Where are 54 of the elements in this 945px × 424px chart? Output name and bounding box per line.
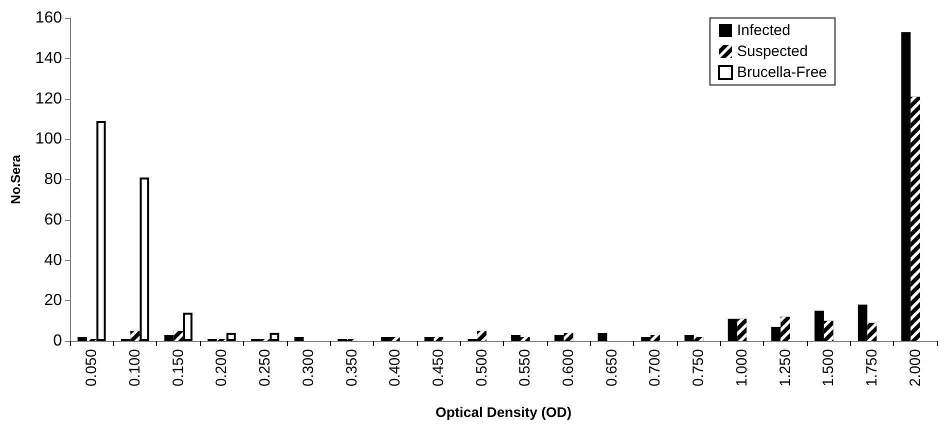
bar — [771, 326, 781, 341]
bar — [511, 334, 520, 341]
bar — [78, 336, 87, 341]
bar — [901, 32, 911, 341]
bar — [684, 334, 694, 341]
x-tick-label: 0.350 — [343, 349, 360, 387]
y-tick-label: 100 — [35, 130, 62, 148]
x-axis-title: Optical Density (OD) — [435, 404, 572, 420]
y-tick-label: 160 — [35, 10, 62, 26]
y-tick-label: 20 — [44, 292, 62, 310]
x-tick-label: 0.150 — [170, 349, 187, 387]
bar — [164, 334, 174, 341]
x-tick-label: 0.300 — [300, 349, 317, 387]
bar — [641, 336, 651, 341]
x-tick-label: 1.750 — [863, 349, 880, 387]
x-tick-label: 0.700 — [646, 349, 664, 387]
bar — [598, 332, 608, 341]
legend-label: Infected — [736, 22, 790, 39]
y-tick-label: 80 — [44, 171, 62, 188]
x-tick-label: 0.050 — [83, 349, 100, 387]
bar — [183, 312, 192, 341]
y-tick-label: 120 — [35, 90, 62, 108]
x-tick-label: 0.250 — [256, 349, 274, 387]
bar — [270, 332, 280, 341]
x-tick-label: 0.550 — [516, 349, 534, 387]
y-axis-title: No.Sera — [8, 154, 23, 204]
x-tick-label: 0.400 — [386, 349, 404, 387]
bar — [226, 332, 236, 341]
y-tick-label: 60 — [44, 211, 62, 228]
bar — [294, 336, 304, 341]
x-tick-label: 0.650 — [603, 349, 620, 387]
x-tick-label: 0.450 — [430, 349, 447, 387]
y-tick-label: 140 — [35, 50, 62, 67]
x-tick-label: 2.000 — [906, 349, 924, 387]
y-tick-label: 40 — [44, 252, 62, 269]
bar — [424, 336, 434, 341]
x-tick-label: 1.500 — [820, 349, 838, 387]
bar — [381, 336, 390, 341]
bar — [96, 120, 106, 341]
legend-label: Suspected — [736, 43, 808, 60]
y-tick-label: 0 — [53, 332, 62, 350]
legend-label: Brucella-Free — [736, 64, 827, 81]
x-tick-label: 0.100 — [126, 349, 144, 387]
bar — [814, 310, 824, 341]
bar — [140, 177, 150, 341]
x-tick-label: 0.500 — [473, 349, 490, 387]
x-tick-label: 0.200 — [213, 349, 230, 387]
x-tick-label: 0.600 — [560, 349, 578, 387]
bar — [728, 318, 738, 341]
bar — [554, 334, 564, 341]
x-tick-label: 1.000 — [733, 349, 750, 387]
x-tick-label: 0.750 — [690, 349, 708, 387]
x-tick-label: 1.250 — [776, 349, 794, 387]
bar — [858, 304, 868, 341]
